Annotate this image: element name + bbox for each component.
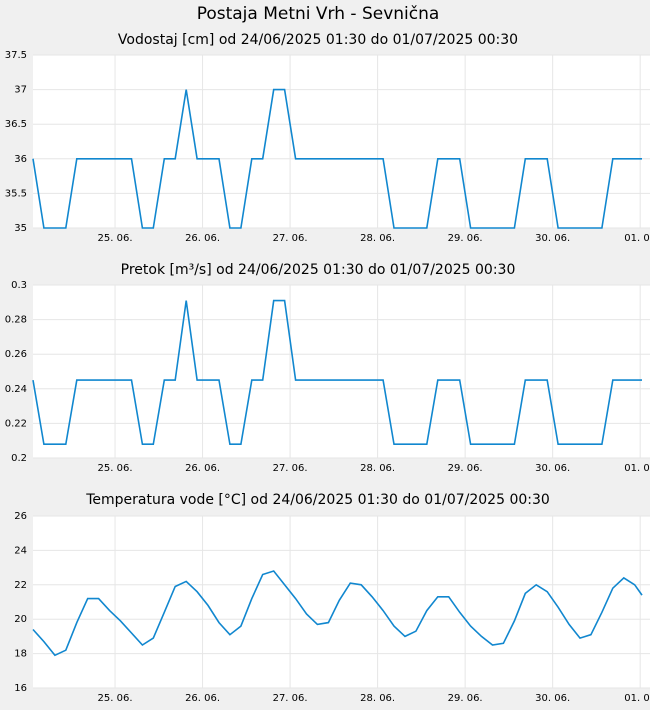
plot-area [33,516,650,688]
y-tick-label: 36 [14,154,27,165]
y-tick-label: 35.5 [5,188,27,199]
chart-title: Pretok [m³/s] od 24/06/2025 01:30 do 01/… [121,262,516,278]
data-line [32,299,642,445]
chart-title: Vodostaj [cm] od 24/06/2025 01:30 do 01/… [118,32,518,48]
x-tick-label: 27. 06. [273,693,308,704]
x-tick-label: 27. 06. [273,463,308,474]
x-tick-label: 28. 06. [360,693,395,704]
page-title: Postaja Metni Vrh - Sevnična [197,4,440,24]
y-tick-label: 37.5 [5,50,27,61]
x-tick-label: 01. 07 [624,233,650,244]
x-tick-label: 28. 06. [360,233,395,244]
y-tick-label: 26 [14,511,27,522]
x-tick-label: 28. 06. [360,463,395,474]
y-tick-label: 0.2 [11,453,27,464]
y-tick-label: 22 [14,580,27,591]
y-tick-label: 20 [14,614,27,625]
y-tick-label: 18 [14,649,27,660]
plot-area [33,285,650,458]
y-tick-label: 24 [14,545,27,556]
y-tick-label: 0.28 [5,315,27,326]
x-tick-label: 30. 06. [535,233,570,244]
y-tick-label: 0.3 [11,280,27,291]
x-tick-label: 01. 07 [624,693,650,704]
data-line [32,88,642,229]
y-tick-label: 0.24 [5,384,27,395]
x-tick-label: 25. 06. [98,233,133,244]
x-tick-label: 26. 06. [185,463,220,474]
y-tick-label: 36.5 [5,119,27,130]
plot-area [33,55,650,228]
data-line [32,570,643,657]
x-tick-label: 25. 06. [98,693,133,704]
x-tick-label: 01. 07 [624,463,650,474]
y-tick-label: 16 [14,683,27,694]
x-tick-label: 29. 06. [448,463,483,474]
y-tick-label: 35 [14,223,27,234]
x-tick-label: 30. 06. [535,463,570,474]
x-tick-label: 27. 06. [273,233,308,244]
x-tick-label: 29. 06. [448,693,483,704]
x-tick-label: 29. 06. [448,233,483,244]
x-tick-label: 25. 06. [98,463,133,474]
y-tick-label: 0.22 [5,418,27,429]
y-tick-label: 37 [14,85,27,96]
y-tick-label: 0.26 [5,349,27,360]
x-tick-label: 26. 06. [185,693,220,704]
chart-title: Temperatura vode [°C] od 24/06/2025 01:3… [85,492,550,508]
x-tick-label: 30. 06. [535,693,570,704]
x-tick-label: 26. 06. [185,233,220,244]
